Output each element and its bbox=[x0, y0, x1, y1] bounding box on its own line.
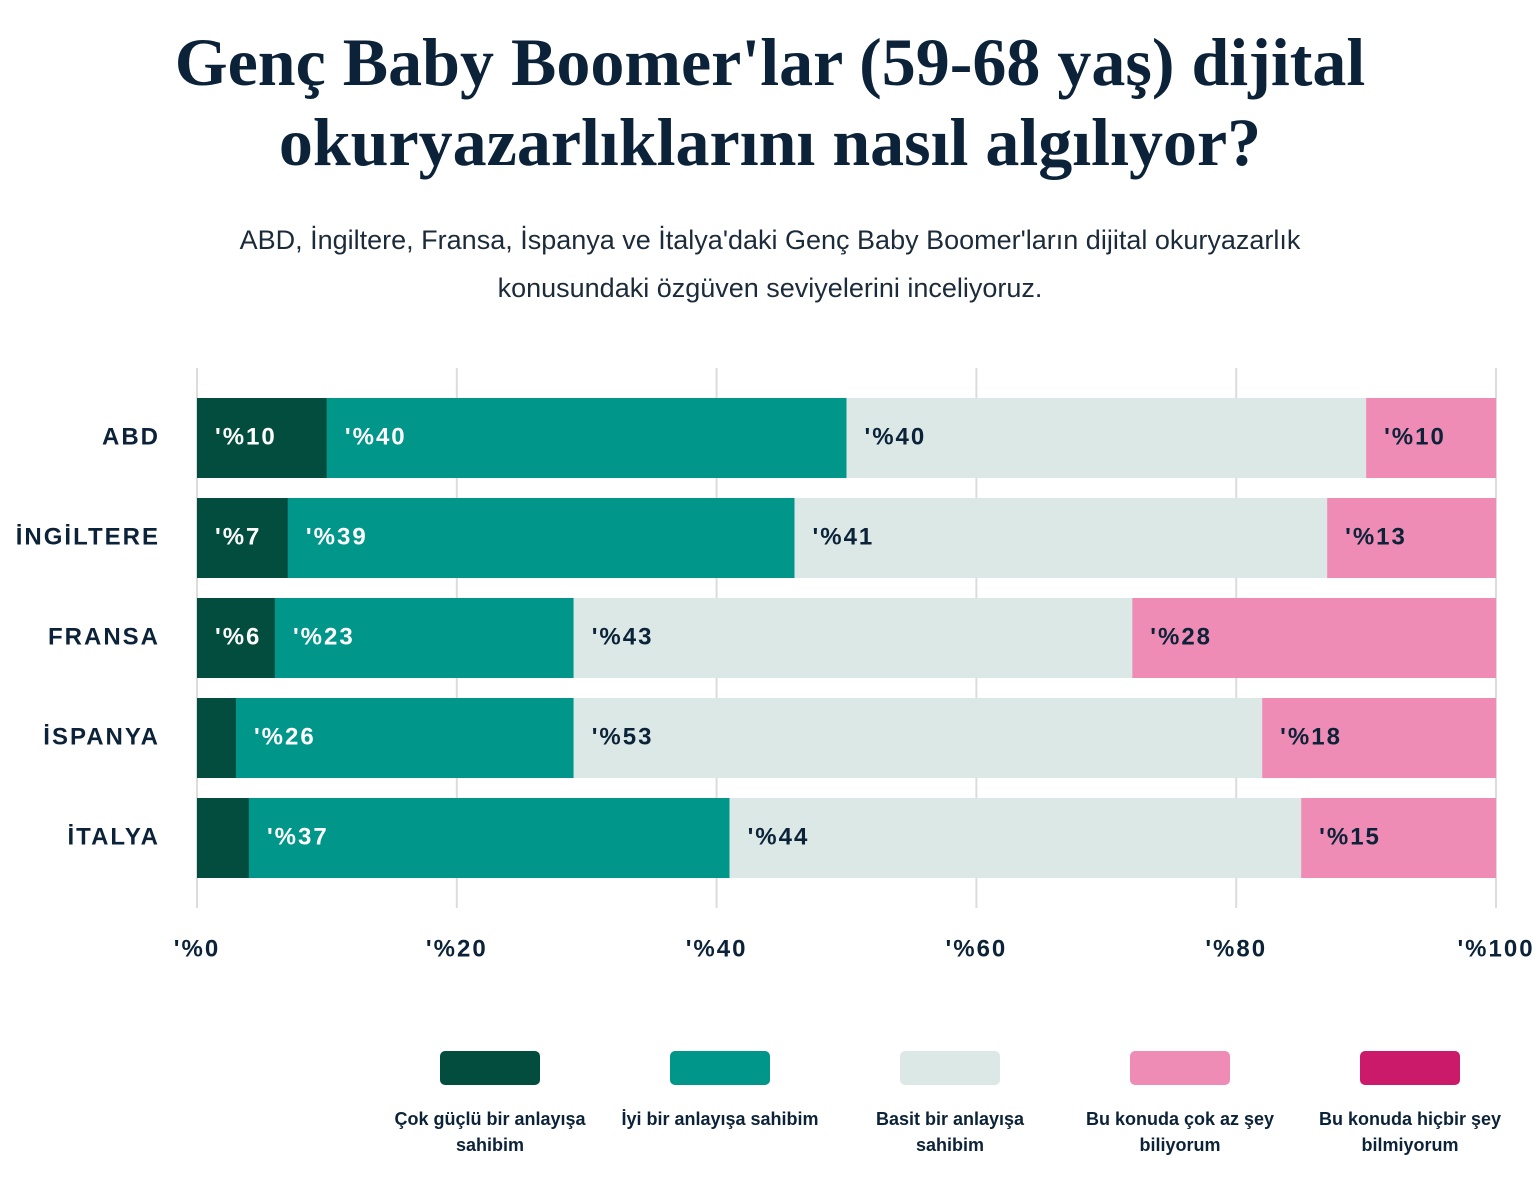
bar-segment bbox=[197, 498, 288, 578]
legend-swatch bbox=[1130, 1051, 1230, 1085]
x-tick-label: '%60 bbox=[946, 935, 1008, 962]
bar-segment bbox=[846, 398, 1367, 478]
legend-label: Basit bir anlayışa sahibim bbox=[875, 1109, 1025, 1155]
bar-segment bbox=[287, 498, 795, 578]
legend-swatch bbox=[670, 1051, 770, 1085]
bar-segment bbox=[1262, 698, 1496, 778]
data-label: '%7 bbox=[215, 523, 261, 550]
bar-segment bbox=[197, 598, 275, 678]
y-tick-label: FRANSA bbox=[48, 623, 160, 650]
data-label: '%37 bbox=[267, 823, 329, 850]
chart-subtitle: ABD, İngiltere, Fransa, İspanya ve İtaly… bbox=[239, 225, 1301, 303]
data-label: '%18 bbox=[1280, 723, 1342, 750]
x-tick-label: '%0 bbox=[174, 935, 220, 962]
legend-label: Bu konuda çok az şey biliyorum bbox=[1085, 1109, 1275, 1155]
x-tick-label: '%40 bbox=[686, 935, 748, 962]
bar-segment bbox=[1327, 498, 1496, 578]
bar-segment bbox=[729, 798, 1302, 878]
bar-segment bbox=[573, 598, 1133, 678]
bar-segment bbox=[197, 698, 236, 778]
data-label: '%41 bbox=[813, 523, 875, 550]
data-label: '%15 bbox=[1319, 823, 1381, 850]
bar-segment bbox=[1132, 598, 1496, 678]
legend-label: Çok güçlü bir anlayışa sahibim bbox=[394, 1109, 586, 1155]
bar-segment bbox=[197, 398, 327, 478]
data-label: '%40 bbox=[345, 423, 407, 450]
data-label: '%10 bbox=[1384, 423, 1446, 450]
y-tick-label: İTALYA bbox=[68, 823, 160, 850]
bar-segment bbox=[326, 398, 847, 478]
data-label: '%53 bbox=[592, 723, 654, 750]
bar-segment bbox=[248, 798, 730, 878]
legend-label: Bu konuda hiçbir şey bilmiyorum bbox=[1318, 1109, 1502, 1155]
legend-swatch bbox=[440, 1051, 540, 1085]
x-tick-label: '%80 bbox=[1205, 935, 1267, 962]
bar-segment bbox=[573, 698, 1263, 778]
legend-swatch bbox=[1360, 1051, 1460, 1085]
bar-segment bbox=[794, 498, 1328, 578]
bar-segment bbox=[197, 798, 249, 878]
data-label: '%43 bbox=[592, 623, 654, 650]
data-label: '%13 bbox=[1345, 523, 1407, 550]
x-tick-label: '%100 bbox=[1457, 935, 1534, 962]
data-label: '%26 bbox=[254, 723, 316, 750]
y-tick-label: İNGİLTERE bbox=[16, 523, 160, 550]
bar-segment bbox=[1301, 798, 1496, 878]
data-label: '%40 bbox=[865, 423, 927, 450]
data-label: '%23 bbox=[293, 623, 355, 650]
y-tick-label: ABD bbox=[102, 423, 160, 450]
data-label: '%6 bbox=[215, 623, 261, 650]
data-label: '%39 bbox=[306, 523, 368, 550]
bar-segment bbox=[235, 698, 574, 778]
bar-segment bbox=[274, 598, 574, 678]
legend-swatch bbox=[900, 1051, 1000, 1085]
data-label: '%10 bbox=[215, 423, 277, 450]
data-label: '%44 bbox=[748, 823, 810, 850]
chart-title: Genç Baby Boomer'lar (59-68 yaş) dijital… bbox=[174, 24, 1366, 180]
y-tick-label: İSPANYA bbox=[43, 723, 160, 750]
x-tick-label: '%20 bbox=[426, 935, 488, 962]
legend-label: İyi bir anlayışa sahibim bbox=[621, 1109, 819, 1129]
bar-segment bbox=[1366, 398, 1496, 478]
data-label: '%28 bbox=[1150, 623, 1212, 650]
